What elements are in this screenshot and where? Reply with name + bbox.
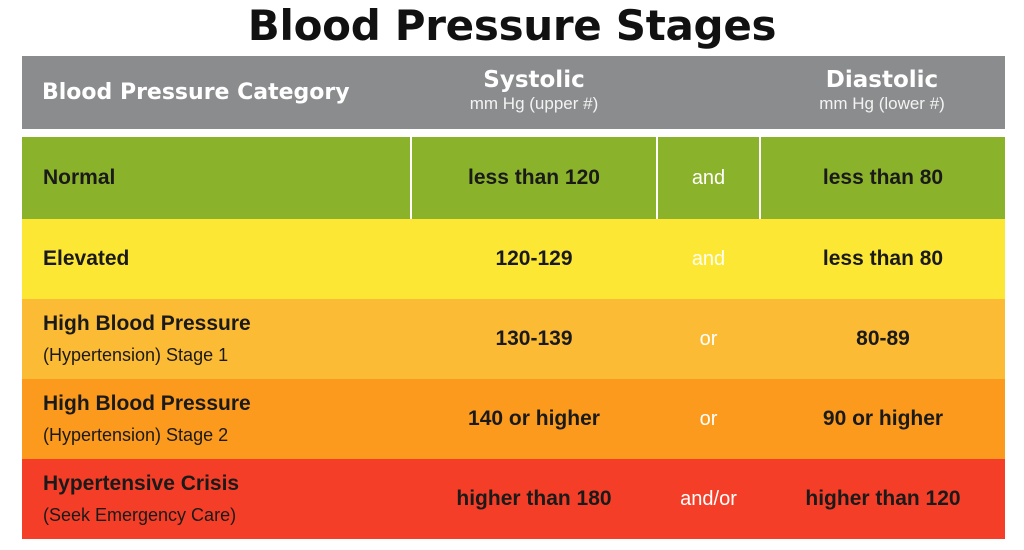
row-diastolic: higher than 120 [805,487,961,510]
table-header: Blood Pressure Category Systolic mm Hg (… [22,56,1005,129]
row-category: Normal [22,137,410,219]
header-category: Blood Pressure Category [42,80,350,105]
header-systolic: Systolic mm Hg (upper #) [412,66,656,114]
table-row-stage-1: High Blood Pressure (Hypertension) Stage… [22,299,1005,379]
row-systolic: 130-139 [495,327,573,350]
table-row-normal: Normal less than 120 and less than 80 [22,137,1005,219]
row-conjunction: and [656,137,759,219]
row-diastolic: less than 80 [822,247,944,270]
row-conjunction: and/or [680,487,737,510]
bp-stages-table: Blood Pressure Category Systolic mm Hg (… [22,56,1005,539]
row-category-note: (Hypertension) Stage 2 [43,425,229,445]
row-category-note: (Hypertension) Stage 1 [43,345,229,365]
header-gap [22,129,1005,137]
row-systolic: less than 120 [410,137,656,219]
row-category-name: High Blood Pressure [43,392,251,415]
row-category: Elevated [22,219,410,299]
table-row-elevated: Elevated 120-129 and less than 80 [22,219,1005,299]
row-category: High Blood Pressure (Hypertension) Stage… [22,379,410,459]
row-category: High Blood Pressure (Hypertension) Stage… [22,299,410,379]
row-conjunction: or [699,407,718,430]
row-diastolic: 80-89 [856,327,910,350]
table-row-stage-2: High Blood Pressure (Hypertension) Stage… [22,379,1005,459]
header-systolic-unit: mm Hg (upper #) [469,94,599,113]
header-diastolic-unit: mm Hg (lower #) [819,94,945,113]
header-diastolic-label: Diastolic [825,67,939,93]
header-systolic-label: Systolic [483,67,585,93]
header-diastolic: Diastolic mm Hg (lower #) [759,66,1005,114]
row-category-note: (Seek Emergency Care) [43,505,237,525]
row-conjunction: or [699,327,718,350]
row-category-name: Normal [43,166,116,189]
row-category-name: Hypertensive Crisis [43,472,240,495]
row-diastolic: 90 or higher [822,407,944,430]
row-category-name: Elevated [43,247,130,270]
row-category: Hypertensive Crisis (Seek Emergency Care… [22,459,410,539]
table-row-crisis: Hypertensive Crisis (Seek Emergency Care… [22,459,1005,539]
row-diastolic: less than 80 [759,137,1005,219]
row-systolic: 140 or higher [468,407,600,430]
row-systolic: 120-129 [495,247,573,270]
row-category-name: High Blood Pressure [43,312,251,335]
page-title: Blood Pressure Stages [247,1,777,50]
row-conjunction: and [691,247,726,270]
row-systolic: higher than 180 [456,487,612,510]
